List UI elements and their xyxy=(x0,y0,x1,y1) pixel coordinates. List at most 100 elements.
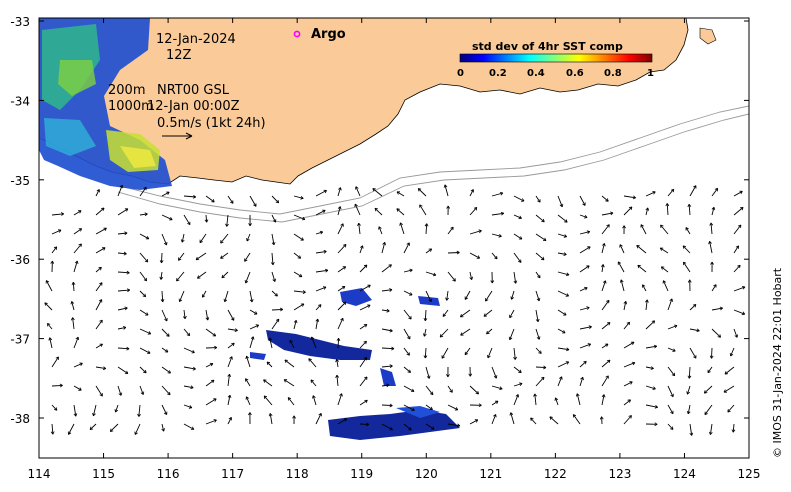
current-vector xyxy=(403,242,410,254)
current-vector-head xyxy=(98,266,102,271)
current-vector-head xyxy=(565,272,570,277)
current-vector-head xyxy=(58,229,62,233)
current-vector-head xyxy=(563,252,567,256)
current-vector-head xyxy=(70,301,75,305)
current-vector-head xyxy=(521,198,525,202)
current-vector xyxy=(117,289,130,292)
current-vector-head xyxy=(533,393,537,397)
current-vector xyxy=(442,309,449,317)
current-vector xyxy=(381,242,386,254)
current-vector xyxy=(469,252,480,259)
current-vector xyxy=(227,309,235,321)
current-vector-head xyxy=(601,394,606,398)
current-vector-head xyxy=(205,317,210,321)
current-vector-head xyxy=(199,239,203,244)
current-vector xyxy=(425,223,428,235)
current-vector xyxy=(245,396,251,406)
current-vector-head xyxy=(164,349,169,353)
current-vector xyxy=(73,336,79,349)
current-vector xyxy=(645,320,656,330)
current-vector xyxy=(336,359,339,368)
current-vector-head xyxy=(360,245,364,249)
current-vector-head xyxy=(735,245,739,249)
current-vector-head xyxy=(317,304,322,308)
current-vector xyxy=(403,385,415,392)
current-vector-head xyxy=(144,259,149,263)
current-vector xyxy=(460,328,471,336)
current-vector-head xyxy=(342,266,347,270)
current-vector xyxy=(381,309,390,312)
current-vector-head xyxy=(670,426,674,430)
current-vector xyxy=(337,187,341,197)
current-vector-head xyxy=(364,399,368,404)
current-vector xyxy=(117,208,129,216)
current-vector-head xyxy=(478,403,482,408)
current-vector xyxy=(733,264,741,273)
current-vector-head xyxy=(212,333,217,337)
current-vector-head xyxy=(645,299,649,303)
current-vector-head xyxy=(541,218,545,223)
current-vector-head xyxy=(407,335,411,340)
colorbar-scale xyxy=(459,53,653,63)
current-vector-head xyxy=(324,268,329,273)
current-vector xyxy=(399,222,405,235)
current-vector-head xyxy=(164,317,168,322)
current-vector xyxy=(688,204,691,216)
current-vector-head xyxy=(541,376,545,381)
current-vector-head xyxy=(508,336,513,341)
current-vector-head xyxy=(493,375,498,379)
current-vector-head xyxy=(536,336,541,340)
current-vector-head xyxy=(696,328,700,333)
current-vector xyxy=(73,243,82,254)
current-vector xyxy=(271,290,278,297)
current-vector xyxy=(711,307,723,311)
current-vector-head xyxy=(159,276,164,280)
current-vector xyxy=(709,423,713,435)
current-vector xyxy=(227,374,230,387)
current-vector xyxy=(139,366,147,374)
current-vector xyxy=(249,195,257,207)
current-vector xyxy=(381,384,390,387)
current-vector xyxy=(579,377,584,387)
current-vector xyxy=(535,309,539,322)
current-vector-head xyxy=(45,280,50,284)
current-vector-head xyxy=(263,395,268,399)
current-vector-head xyxy=(213,419,217,423)
current-vector-head xyxy=(685,227,689,231)
current-vector xyxy=(687,404,691,414)
current-vector-head xyxy=(163,241,168,246)
current-vector-head xyxy=(494,400,499,404)
current-vector-head xyxy=(399,222,403,226)
current-vector xyxy=(689,347,697,359)
current-vector-head xyxy=(99,393,103,397)
x-tick-label: 114 xyxy=(28,467,51,481)
current-vector-head xyxy=(188,405,193,409)
current-vector-head xyxy=(587,343,592,347)
current-vector xyxy=(403,423,412,431)
current-vector-head xyxy=(231,342,235,347)
current-vector xyxy=(557,309,567,316)
current-vector-head xyxy=(583,360,587,365)
current-vector-head xyxy=(96,189,100,193)
current-vector xyxy=(263,379,273,387)
current-vector xyxy=(557,271,570,276)
current-vector-head xyxy=(572,414,577,418)
current-vector xyxy=(337,286,346,292)
current-vector xyxy=(205,328,216,337)
x-tick-label: 121 xyxy=(479,467,502,481)
current-vector xyxy=(666,203,669,216)
current-vector-head xyxy=(530,417,534,421)
current-vector xyxy=(623,399,631,406)
current-vector xyxy=(245,378,251,387)
current-vector xyxy=(535,290,540,302)
current-vector xyxy=(667,347,676,352)
current-vector-head xyxy=(411,407,415,412)
current-vector-head xyxy=(255,324,260,328)
current-vector xyxy=(95,299,103,311)
current-vector-head xyxy=(493,414,497,418)
current-vector-head xyxy=(670,188,675,193)
current-vector xyxy=(623,362,636,368)
current-vector xyxy=(117,252,127,255)
current-vector-head xyxy=(310,379,314,383)
